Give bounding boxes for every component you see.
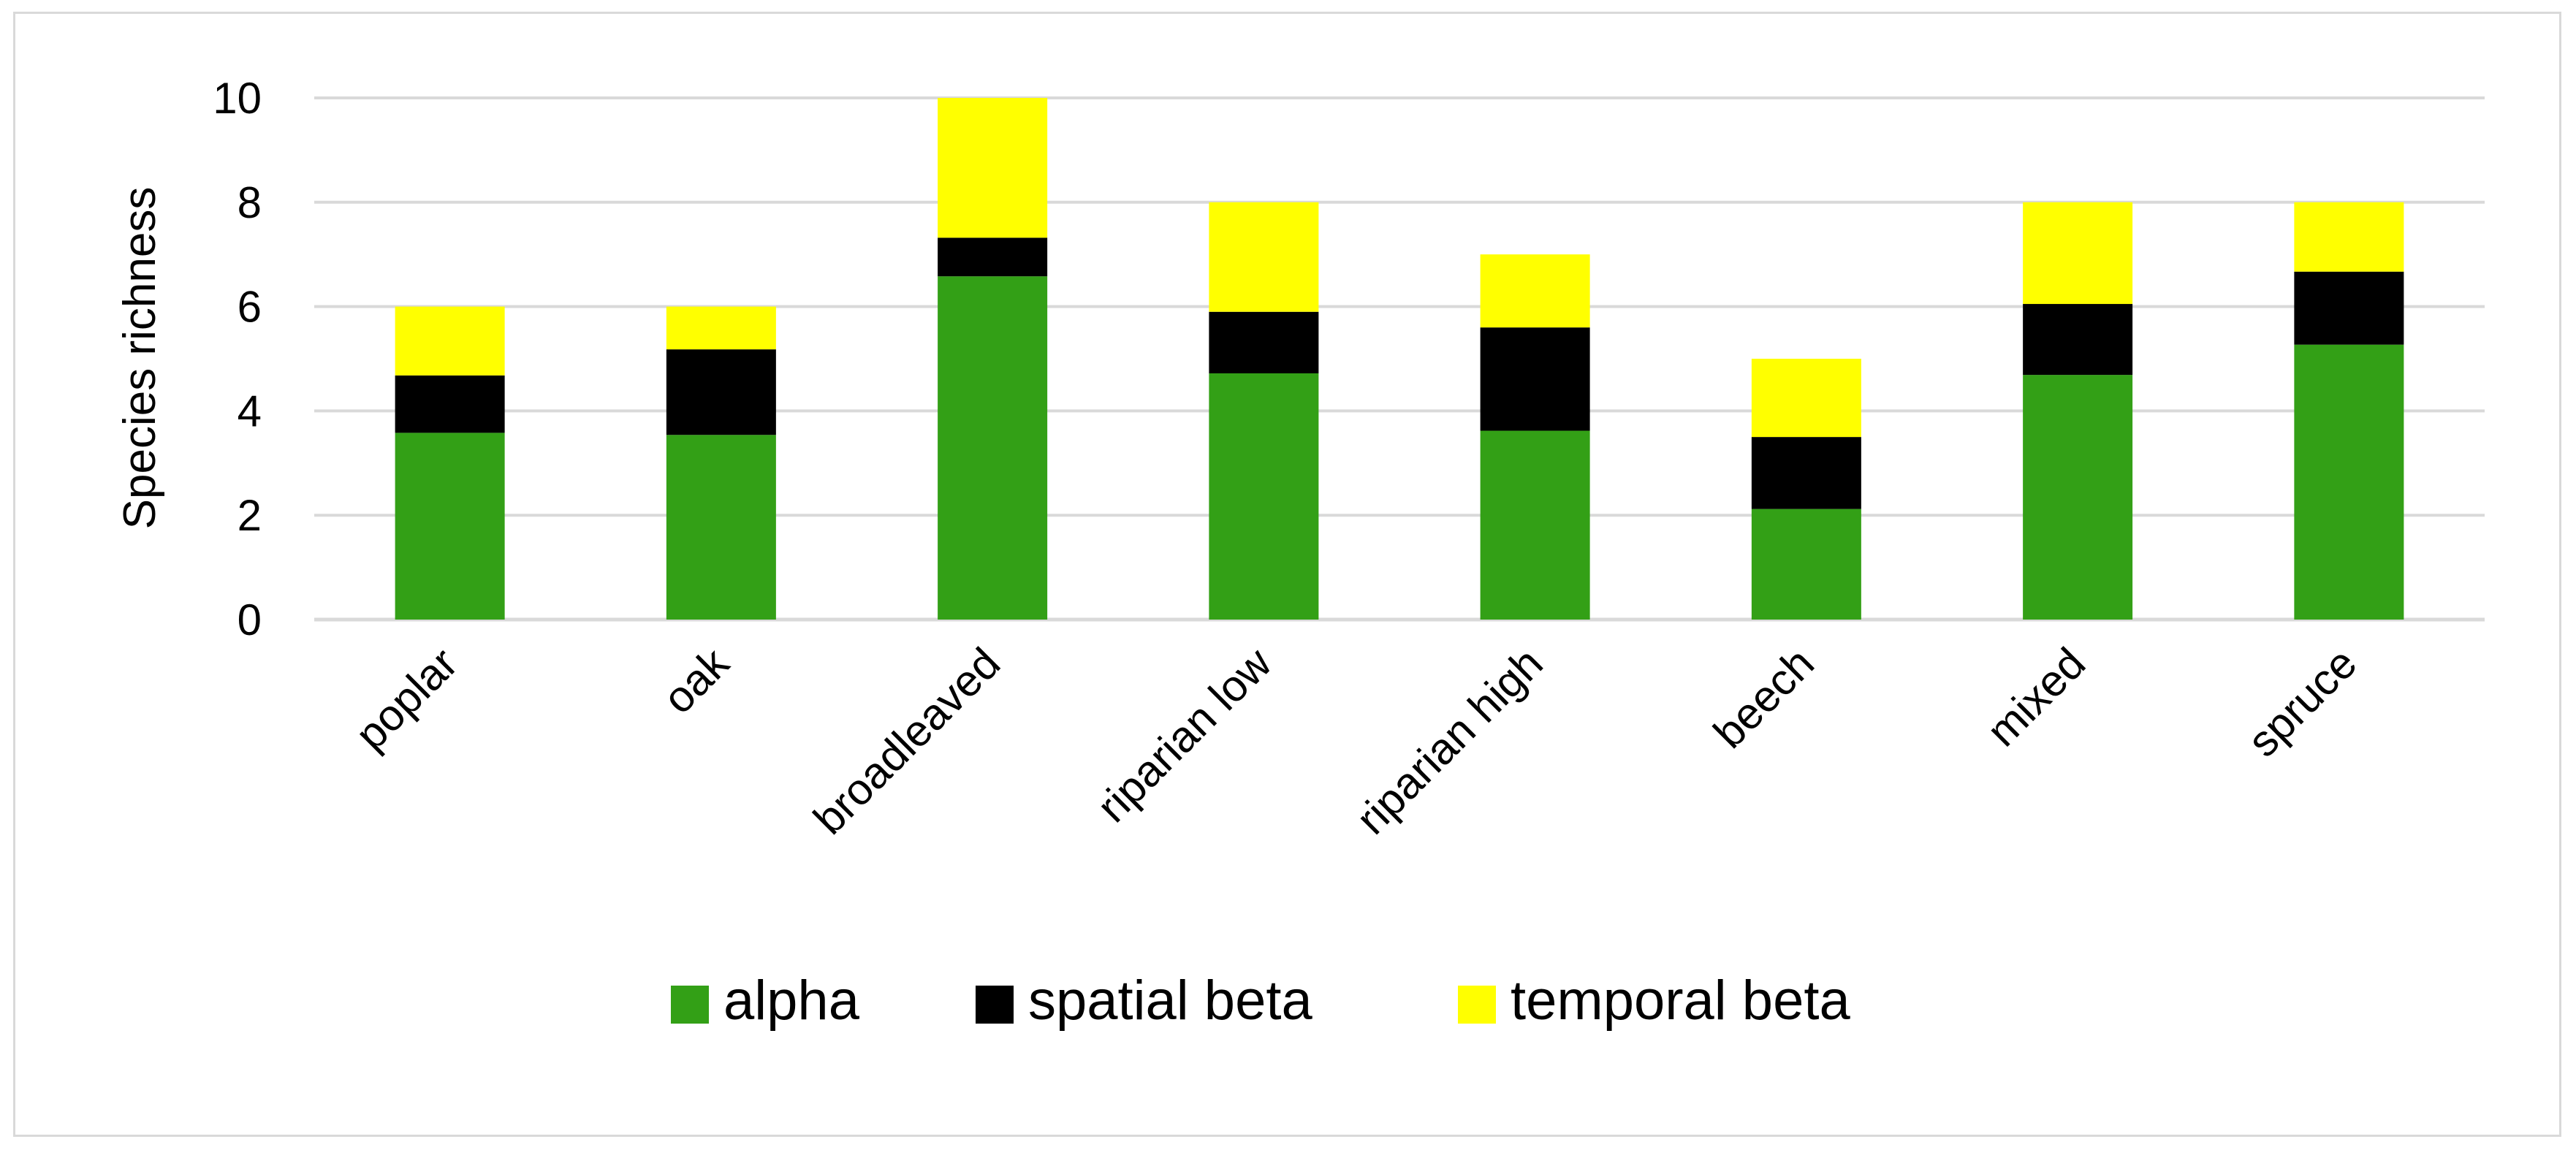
bar-alpha-riparian-low <box>1209 373 1319 620</box>
y-tick-label: 0 <box>238 595 262 644</box>
bar-spatial-beta-riparian-low <box>1209 311 1319 373</box>
x-tick-label: poplar <box>346 639 466 759</box>
bar-spatial-beta-spruce <box>2294 271 2404 345</box>
bar-spatial-beta-poplar <box>395 375 505 433</box>
bars <box>395 98 2404 620</box>
bar-temporal-beta-mixed <box>2023 202 2133 305</box>
x-axis-ticks: poplar oak broadleaved riparian low riparian… <box>346 638 2366 844</box>
bar-spatial-beta-beech <box>1751 437 1861 509</box>
bar-spatial-beta-riparian-high <box>1480 327 1590 431</box>
bar-temporal-beta-poplar <box>395 306 505 376</box>
legend-label: alpha <box>723 970 860 1032</box>
bar-temporal-beta-broadleaved <box>938 98 1048 238</box>
bar-temporal-beta-spruce <box>2294 202 2404 272</box>
legend-label: temporal beta <box>1511 970 1850 1032</box>
bar-spatial-beta-mixed <box>2023 304 2133 376</box>
x-tick-label: oak <box>653 638 738 723</box>
gridlines <box>314 96 2485 622</box>
legend-swatch <box>671 986 709 1024</box>
y-tick-label: 8 <box>238 178 262 227</box>
bar-alpha-mixed <box>2023 375 2133 620</box>
bar-alpha-broadleaved <box>938 276 1048 620</box>
y-tick-label: 6 <box>238 283 262 332</box>
legend-swatch <box>976 986 1014 1024</box>
legend-swatch <box>1458 986 1496 1024</box>
y-axis-ticks: 0 2 4 6 8 10 <box>213 74 262 644</box>
x-tick-label: riparian low <box>1087 638 1281 831</box>
y-axis-label: Species richness <box>115 187 165 530</box>
legend-label: spatial beta <box>1028 970 1312 1032</box>
y-tick-label: 2 <box>238 491 262 540</box>
bar-alpha-poplar <box>395 433 505 620</box>
bar-temporal-beta-oak <box>666 306 776 350</box>
bar-spatial-beta-oak <box>666 349 776 435</box>
bar-alpha-beech <box>1751 509 1861 620</box>
bar-temporal-beta-riparian-high <box>1480 254 1590 328</box>
bar-alpha-oak <box>666 435 776 620</box>
x-tick-label: spruce <box>2238 639 2366 766</box>
bar-alpha-riparian-high <box>1480 430 1590 620</box>
bar-alpha-spruce <box>2294 344 2404 620</box>
y-tick-label: 10 <box>213 74 262 123</box>
x-tick-label: mixed <box>1977 639 2095 756</box>
y-tick-label: 4 <box>238 386 262 435</box>
bar-temporal-beta-riparian-low <box>1209 202 1319 312</box>
x-tick-label: riparian high <box>1347 639 1552 844</box>
bar-temporal-beta-beech <box>1751 359 1861 438</box>
legend: alpha spatial beta temporal beta <box>671 970 1850 1032</box>
x-tick-label: beech <box>1704 639 1823 758</box>
x-tick-label: broadleaved <box>804 639 1009 844</box>
bar-spatial-beta-broadleaved <box>938 237 1048 277</box>
